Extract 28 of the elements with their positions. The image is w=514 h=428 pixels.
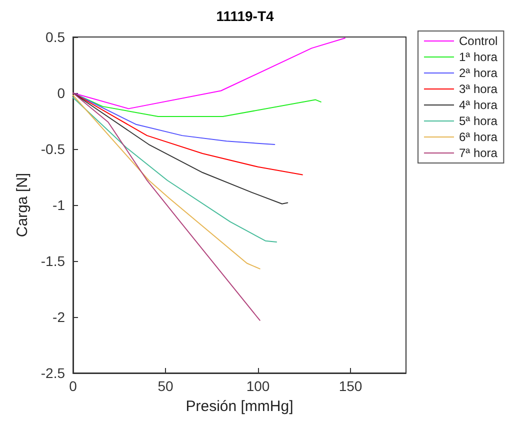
y-axis-title: Carga [N]	[14, 172, 31, 238]
y-tick-label: -1.5	[40, 253, 66, 269]
y-tick-label: -0.5	[40, 141, 66, 157]
chart-title: 11119-T4	[216, 8, 274, 24]
line-series	[72, 94, 260, 270]
legend-label: 3ª hora	[459, 82, 498, 96]
line-series	[72, 38, 346, 110]
line-series	[72, 96, 277, 242]
y-tick-label: -1	[52, 197, 66, 213]
line-series	[72, 92, 260, 321]
legend-label: 7ª hora	[459, 146, 498, 160]
legend-label: 5ª hora	[459, 114, 498, 128]
legend-label: 4ª hora	[459, 98, 498, 112]
x-tick-label: 150	[338, 378, 362, 394]
x-tick-label: 0	[69, 378, 78, 394]
y-tick-label: -2	[52, 309, 66, 325]
x-axis-title: Presión [mmHg]	[186, 398, 294, 415]
legend-label: 1ª hora	[459, 50, 498, 64]
x-tick-label: 50	[158, 378, 174, 394]
line-series	[72, 92, 303, 176]
y-tick-label: 0	[57, 85, 66, 101]
legend-label: Control	[459, 34, 498, 48]
legend-label: 6ª hora	[459, 130, 498, 144]
y-tick-label: -2.5	[40, 365, 66, 381]
y-tick-label: 0.5	[46, 29, 66, 45]
line-series	[72, 92, 322, 118]
legend-label: 2ª hora	[459, 66, 498, 80]
x-tick-label: 100	[246, 378, 270, 394]
